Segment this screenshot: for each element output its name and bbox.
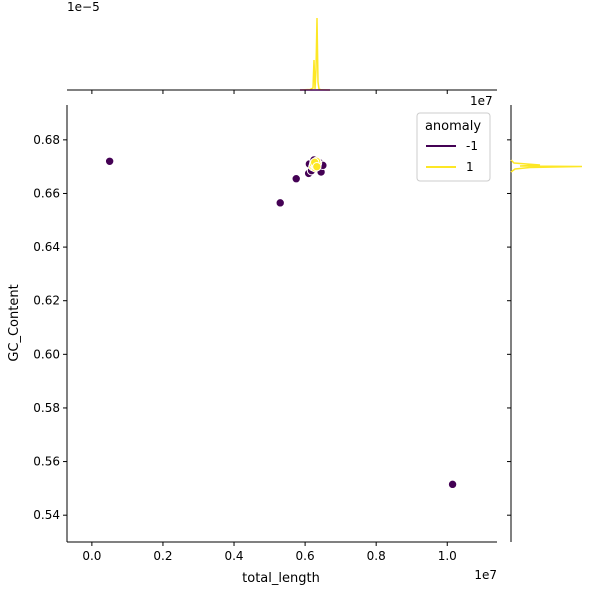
- legend-label-neg1: -1: [466, 139, 478, 153]
- y-tick-label: 0.54: [33, 508, 60, 522]
- legend-title: anomaly: [425, 119, 481, 134]
- x-axis-label: total_length: [242, 571, 320, 586]
- y-tick-label: 0.60: [33, 347, 60, 361]
- x-tick-label: 0.6: [296, 549, 315, 563]
- main-axes: 0.0 0.2 0.4 0.6 0.8 1.0 0.540.560.580.600.620…: [7, 90, 511, 586]
- x-tick-label: 0.0: [82, 549, 101, 563]
- x-tick-label: 1.0: [438, 549, 457, 563]
- data-point-anomaly-neg1: [104, 156, 115, 167]
- data-point-anomaly-neg1: [291, 174, 301, 184]
- x-tick-label: 0.8: [367, 549, 386, 563]
- data-point-anomaly-neg1: [447, 479, 458, 490]
- y-axis-label: GC_Content: [7, 284, 22, 361]
- right-marginal-density-anomaly-1: [510, 159, 583, 173]
- x-ticks: 0.0 0.2 0.4 0.6 0.8 1.0: [82, 90, 457, 563]
- scatter-points: [104, 155, 458, 490]
- data-point-anomaly-1: [312, 161, 322, 172]
- right-marginal-offset-label: 1e7: [470, 94, 493, 108]
- legend-label-1: 1: [466, 160, 474, 174]
- legend: anomaly -1 1: [416, 112, 491, 182]
- y-tick-label: 0.58: [33, 401, 60, 415]
- data-point-anomaly-neg1: [275, 198, 285, 208]
- y-tick-label: 0.62: [33, 294, 60, 308]
- x-tick-label: 0.4: [224, 549, 243, 563]
- y-tick-label: 0.56: [33, 455, 60, 469]
- top-marginal-density-anomaly-1: [299, 17, 331, 91]
- y-tick-label: 0.66: [33, 186, 60, 200]
- right-marginal: 1e7: [470, 94, 583, 542]
- x-tick-label: 0.2: [153, 549, 172, 563]
- y-tick-label: 0.64: [33, 240, 60, 254]
- y-ticks: 0.54 0.56 0.58 0.60 0.62 0.64 0.66 0.68: [33, 133, 511, 522]
- top-marginal: 1e−5: [67, 0, 497, 91]
- y-tick-label: 0.68: [33, 133, 60, 147]
- x-axis-offset-label: 1e7: [474, 568, 497, 582]
- top-marginal-offset-label: 1e−5: [67, 0, 100, 14]
